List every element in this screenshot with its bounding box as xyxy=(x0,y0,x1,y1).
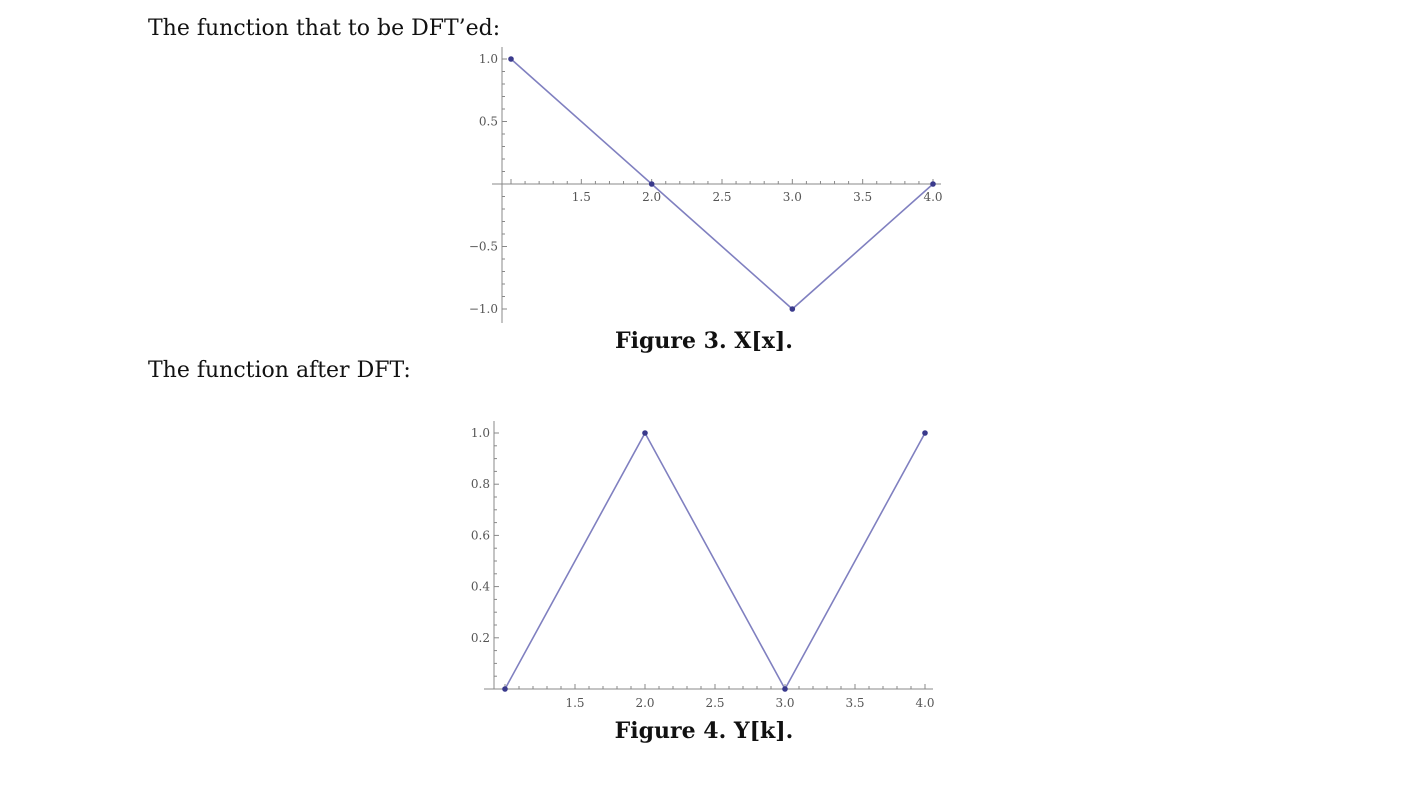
x-tick-label: 1.5 xyxy=(572,190,591,204)
y-tick-label: 1.0 xyxy=(479,52,498,66)
data-point xyxy=(642,430,648,436)
data-point xyxy=(648,181,655,187)
x-tick-label: 2.5 xyxy=(712,190,731,204)
paragraph-function-before-dft: The function that to be DFT’ed: xyxy=(148,16,501,41)
x-tick-label: 4.0 xyxy=(915,696,934,710)
x-tick-label: 2.0 xyxy=(642,190,661,204)
x-tick-label: 3.0 xyxy=(775,696,794,710)
y-tick-label: −1.0 xyxy=(469,302,498,316)
series-line xyxy=(510,58,934,311)
x-tick-label: 3.0 xyxy=(783,190,802,204)
data-point xyxy=(508,56,514,62)
figure-4-caption: Figure 4. Y[k]. xyxy=(614,718,794,744)
y-tick-label: 0.8 xyxy=(471,477,490,491)
series-line xyxy=(504,431,926,691)
y-tick-label: 0.5 xyxy=(479,115,498,129)
y-tick-label: −0.5 xyxy=(469,240,498,254)
y-tick-label: 1.0 xyxy=(471,426,490,440)
paragraph-function-after-dft: The function after DFT: xyxy=(148,358,411,383)
figure-3-caption: Figure 3. X[x]. xyxy=(615,328,793,354)
x-tick-label: 3.5 xyxy=(853,190,872,204)
data-point xyxy=(922,430,928,436)
data-point xyxy=(502,686,508,692)
x-tick-label: 4.0 xyxy=(923,190,942,204)
data-point xyxy=(789,306,796,312)
data-point xyxy=(782,686,788,692)
x-tick-label: 2.0 xyxy=(635,696,654,710)
data-point xyxy=(930,181,936,187)
x-tick-label: 3.5 xyxy=(845,696,864,710)
y-tick-label: 0.4 xyxy=(471,580,490,594)
y-tick-label: 0.6 xyxy=(471,528,490,542)
x-tick-label: 2.5 xyxy=(705,696,724,710)
y-tick-label: 0.2 xyxy=(471,631,490,645)
x-tick-label: 1.5 xyxy=(565,696,584,710)
